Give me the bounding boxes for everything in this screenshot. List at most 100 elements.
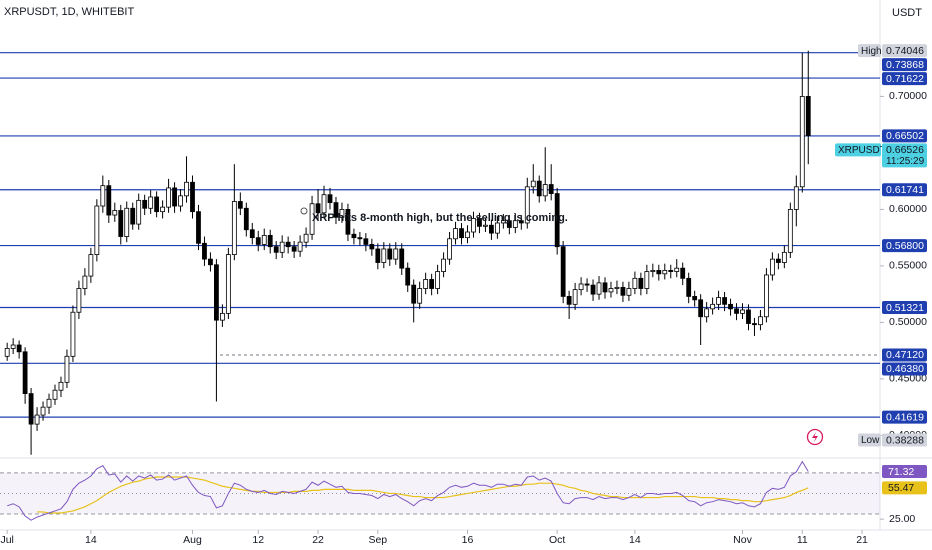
candle-body [548, 184, 554, 194]
x-tick-label: Sep [368, 534, 387, 546]
candle-body [4, 348, 10, 357]
candle-body [775, 258, 781, 263]
countdown: 11:25:29 [886, 156, 925, 167]
candle-body [584, 283, 590, 286]
candle-body [261, 234, 267, 245]
candle-body [124, 207, 130, 237]
candle-body [530, 180, 536, 188]
candle-body [477, 218, 482, 227]
candle-body [345, 209, 351, 235]
candle-body [734, 308, 739, 314]
candle-body [465, 231, 470, 239]
candle-body [58, 381, 64, 391]
x-tick-label: 16 [462, 534, 474, 546]
candle-body [142, 199, 148, 209]
candle-body [769, 258, 775, 276]
candle-body [291, 246, 297, 252]
candle-body [327, 194, 333, 204]
annotation-group: XRP hits 8-month high, but the selling i… [300, 207, 568, 224]
candle-body [632, 277, 638, 289]
y-tick-label: 0.60000 [889, 203, 927, 215]
candle-body [494, 222, 500, 234]
candle-body [321, 194, 327, 214]
candle-body [620, 286, 626, 296]
x-tick-label: 12 [252, 534, 264, 546]
currency-label: USDT [892, 7, 922, 19]
level-tag [882, 362, 927, 376]
candle-body [130, 207, 136, 225]
candle-body [70, 311, 76, 357]
high-name-tag [858, 44, 881, 58]
y-tick-label: 0.70000 [889, 90, 927, 102]
candle-body [297, 241, 303, 252]
candle-body [805, 95, 811, 137]
last-price: 0.66526 [886, 144, 924, 156]
candle-body [333, 202, 339, 218]
candle-body [728, 303, 733, 310]
candle-body [644, 271, 650, 289]
candle-body [740, 309, 745, 314]
candle-body [554, 193, 560, 248]
alert-icon-ring [806, 428, 824, 446]
candle-body [686, 277, 692, 297]
high-tag [882, 44, 927, 58]
candle-body [746, 309, 751, 324]
candle-body [399, 248, 405, 269]
symbol-name: XRPUSDT [838, 145, 886, 156]
level-tag [882, 348, 927, 362]
x-tick-label: 14 [85, 534, 97, 546]
candle-body [10, 344, 16, 349]
candle-body [267, 234, 273, 248]
rsi-ma-tag [882, 481, 927, 495]
rsi-value: 71.32 [888, 466, 914, 478]
candle-body [64, 355, 70, 383]
x-tick-label: 14 [629, 534, 641, 546]
y-tick-label: 0.50000 [889, 316, 927, 328]
candle-body [285, 241, 291, 248]
candle-body [34, 414, 40, 425]
level-tag-label: 0.61741 [886, 184, 924, 196]
chart-title: XRPUSDT, 1D, WHITEBIT [4, 6, 134, 18]
rsi-tick-label: 25.00 [889, 513, 915, 525]
level-tag-label: 0.46380 [886, 363, 924, 375]
low-name-tag [858, 433, 881, 447]
level-tag [882, 410, 927, 424]
candle-body [214, 264, 219, 321]
candle-body [52, 389, 58, 400]
candle-body [249, 229, 255, 239]
candle-body [704, 308, 710, 318]
low-tag [882, 433, 927, 447]
candle-body [136, 199, 142, 225]
candle-body [208, 258, 213, 266]
level-tag-label: 0.71622 [886, 73, 924, 85]
candle-body [471, 218, 476, 233]
candle-body [148, 196, 154, 209]
alert-icon [806, 428, 824, 446]
level-tag-label: 0.41619 [886, 411, 924, 423]
candle-body [417, 288, 423, 304]
candle-body [243, 207, 249, 231]
candle-body [160, 206, 166, 213]
candle-body [219, 312, 225, 321]
candle-body [483, 224, 488, 227]
x-tick-label: 11 [797, 534, 808, 546]
candle-body [435, 271, 441, 289]
x-tick-label: Oct [549, 534, 565, 546]
candle-body [447, 238, 452, 260]
level-tag [882, 129, 927, 143]
candle-body [100, 185, 106, 207]
level-tag-label: 0.56800 [886, 240, 924, 252]
candle-body [118, 210, 124, 237]
candle-body [339, 209, 345, 218]
candle-body [357, 237, 363, 240]
candle-body [656, 270, 662, 275]
candle-body [112, 210, 118, 216]
low-value: 0.38288 [886, 434, 924, 446]
candle-body [82, 275, 88, 289]
candle-body [172, 187, 177, 207]
candle-body [40, 406, 46, 416]
